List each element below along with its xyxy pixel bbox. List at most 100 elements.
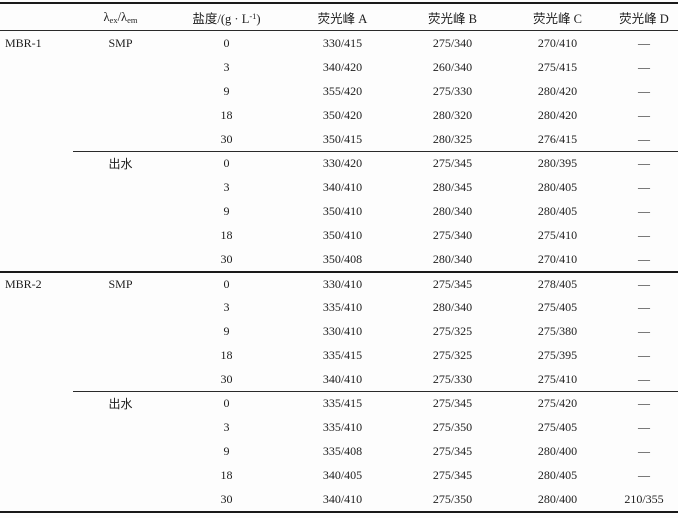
peak-a-cell: 335/415 [322, 347, 363, 362]
peak-c-cell: 280/395 [537, 155, 578, 170]
salinity-cell: 0 [223, 155, 230, 170]
salinity-unit-text: 盐度/(g · L [192, 11, 250, 26]
table-row: MBR-2 SMP 0 330/410 275/345 278/405 — [0, 271, 678, 295]
peak-d-cell: — [638, 83, 650, 98]
peak-b-cell: 275/325 [432, 347, 473, 362]
peak-d-cell: — [638, 107, 650, 122]
table-row: 9 355/420 275/330 280/420 — [0, 79, 678, 103]
peak-c-cell: 275/410 [537, 227, 578, 242]
peak-a-cell: 335/408 [322, 443, 363, 458]
peak-c-cell: 275/410 [537, 371, 578, 386]
peak-c-cell: 280/420 [537, 107, 578, 122]
peak-a-cell: 340/410 [322, 491, 363, 506]
peak-b-cell: 275/345 [432, 467, 473, 482]
table-row: 3 340/410 280/345 280/405 — [0, 175, 678, 199]
header-peak-d: 荧光峰 D [619, 11, 669, 26]
peak-a-cell: 335/410 [322, 299, 363, 314]
table-header-row: λex/λem 盐度/(g · L-1) 荧光峰 A 荧光峰 B 荧光峰 C 荧… [0, 4, 678, 31]
peak-a-cell: 340/410 [322, 371, 363, 386]
salinity-cell: 30 [220, 371, 233, 386]
sample-cell: 出水 [108, 156, 133, 171]
salinity-cell: 3 [223, 179, 230, 194]
peak-b-cell: 275/330 [432, 371, 473, 386]
peak-c-cell: 275/420 [537, 395, 578, 410]
peak-c-cell: 280/405 [537, 179, 578, 194]
peak-c-cell: 275/405 [537, 299, 578, 314]
peak-a-cell: 350/410 [322, 227, 363, 242]
table-row: 9 335/408 275/345 280/400 — [0, 439, 678, 463]
peak-a-cell: 330/420 [322, 155, 363, 170]
table-row: 出水 0 330/420 275/345 280/395 — [0, 151, 678, 175]
peak-a-cell: 350/420 [322, 107, 363, 122]
peak-c-cell: 278/405 [537, 276, 578, 291]
salinity-cell: 0 [223, 35, 230, 50]
peak-a-cell: 335/415 [322, 395, 363, 410]
peak-b-cell: 275/330 [432, 83, 473, 98]
peak-d-cell: — [638, 203, 650, 218]
peak-d-cell: — [638, 131, 650, 146]
peak-b-cell: 280/345 [432, 179, 473, 194]
group-cell: MBR-2 [5, 276, 42, 291]
peak-a-cell: 350/408 [322, 251, 363, 266]
peak-b-cell: 280/340 [432, 203, 473, 218]
salinity-cell: 30 [220, 251, 233, 266]
sample-cell: SMP [108, 35, 133, 50]
table-row: 18 340/405 275/345 280/405 — [0, 463, 678, 487]
peak-c-cell: 280/420 [537, 83, 578, 98]
peak-d-cell: — [638, 276, 650, 291]
header-peak-a: 荧光峰 A [317, 11, 368, 26]
table-row: 18 335/415 275/325 275/395 — [0, 343, 678, 367]
peak-b-cell: 275/345 [432, 276, 473, 291]
table-body: MBR-1 SMP 0 330/415 275/340 270/410 — 3 340/420 2… [0, 31, 678, 511]
peak-b-cell: 275/340 [432, 227, 473, 242]
salinity-cell: 9 [223, 323, 230, 338]
salinity-cell: 30 [220, 131, 233, 146]
peak-d-cell: — [638, 251, 650, 266]
peak-c-cell: 280/400 [537, 443, 578, 458]
peak-d-cell: — [638, 179, 650, 194]
table-row: 18 350/420 280/320 280/420 — [0, 103, 678, 127]
salinity-cell: 18 [220, 107, 233, 122]
peak-c-cell: 280/405 [537, 467, 578, 482]
peak-b-cell: 280/340 [432, 251, 473, 266]
peak-c-cell: 275/405 [537, 419, 578, 434]
peak-c-cell: 275/415 [537, 59, 578, 74]
peak-c-cell: 280/400 [537, 491, 578, 506]
peak-b-cell: 275/350 [432, 419, 473, 434]
salinity-cell: 9 [223, 203, 230, 218]
table-row: 30 340/410 275/330 275/410 — [0, 367, 678, 391]
group-cell: MBR-1 [5, 35, 42, 50]
peak-d-cell: — [638, 347, 650, 362]
peak-b-cell: 280/325 [432, 131, 473, 146]
peak-d-cell: — [638, 443, 650, 458]
peak-a-cell: 330/410 [322, 276, 363, 291]
peak-b-cell: 260/340 [432, 59, 473, 74]
lambda-symbol: λ [103, 9, 110, 24]
salinity-cell: 18 [220, 467, 233, 482]
table-row: 30 340/410 275/350 280/400 210/355 [0, 487, 678, 511]
peak-c-cell: 270/410 [537, 251, 578, 266]
header-lambda-ex-em: λex/λem [73, 10, 168, 25]
table-row: 9 350/410 280/340 280/405 — [0, 199, 678, 223]
salinity-cell: 18 [220, 227, 233, 242]
header-peak-c: 荧光峰 C [533, 11, 582, 26]
salinity-cell: 3 [223, 419, 230, 434]
peak-a-cell: 350/410 [322, 203, 363, 218]
table-row: 9 330/410 275/325 275/380 — [0, 319, 678, 343]
salinity-cell: 9 [223, 83, 230, 98]
peak-b-cell: 275/325 [432, 323, 473, 338]
peak-b-cell: 280/340 [432, 299, 473, 314]
lambda-slash-symbol: /λ [117, 9, 128, 24]
sample-cell: 出水 [108, 396, 133, 411]
table-row: 18 350/410 275/340 275/410 — [0, 223, 678, 247]
peak-c-cell: 270/410 [537, 35, 578, 50]
peak-d-cell: — [638, 395, 650, 410]
sample-cell: SMP [108, 276, 133, 291]
peak-a-cell: 355/420 [322, 83, 363, 98]
salinity-cell: 18 [220, 347, 233, 362]
table-row: 3 340/420 260/340 275/415 — [0, 55, 678, 79]
peak-b-cell: 280/320 [432, 107, 473, 122]
peak-a-cell: 335/410 [322, 419, 363, 434]
